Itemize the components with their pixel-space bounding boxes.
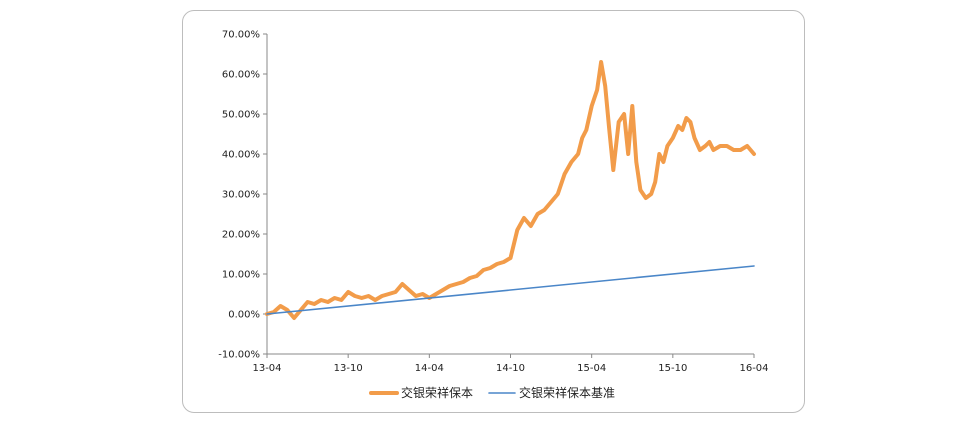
y-tick-label: 30.00%: [222, 190, 260, 201]
x-tick-label: 13-10: [334, 363, 363, 374]
legend: 交银荣祥保本 交银荣祥保本基准: [369, 385, 615, 400]
y-tick-label: 70.00%: [222, 30, 260, 41]
y-tick-label: 60.00%: [222, 70, 260, 81]
y-tick-label: 0.00%: [228, 310, 260, 321]
x-tick-label: 13-04: [252, 363, 281, 374]
x-tick-label: 16-04: [739, 363, 768, 374]
x-tick-label: 15-10: [658, 363, 687, 374]
legend-label: 交银荣祥保本: [401, 385, 473, 400]
x-tick-label: 14-04: [415, 363, 444, 374]
chart-frame: [182, 10, 805, 413]
x-tick-label: 15-04: [577, 363, 606, 374]
x-tick-label: 14-10: [496, 363, 525, 374]
y-tick-label: 10.00%: [222, 270, 260, 281]
legend-label: 交银荣祥保本基准: [519, 385, 615, 400]
y-tick-label: -10.00%: [218, 350, 260, 361]
y-tick-label: 50.00%: [222, 110, 260, 121]
y-tick-label: 40.00%: [222, 150, 260, 161]
y-tick-label: 20.00%: [222, 230, 260, 241]
series-line-fund: [265, 60, 756, 320]
y-axis: 70.00% 60.00% 50.00% 40.00% 30.00% 20.00% 10.0…: [218, 30, 268, 361]
series-layer: [265, 60, 756, 320]
series-line-benchmark: [266, 265, 755, 315]
x-axis: 13-04 13-10 14-04 14-10 15-04 15-10 16-04: [252, 353, 769, 374]
